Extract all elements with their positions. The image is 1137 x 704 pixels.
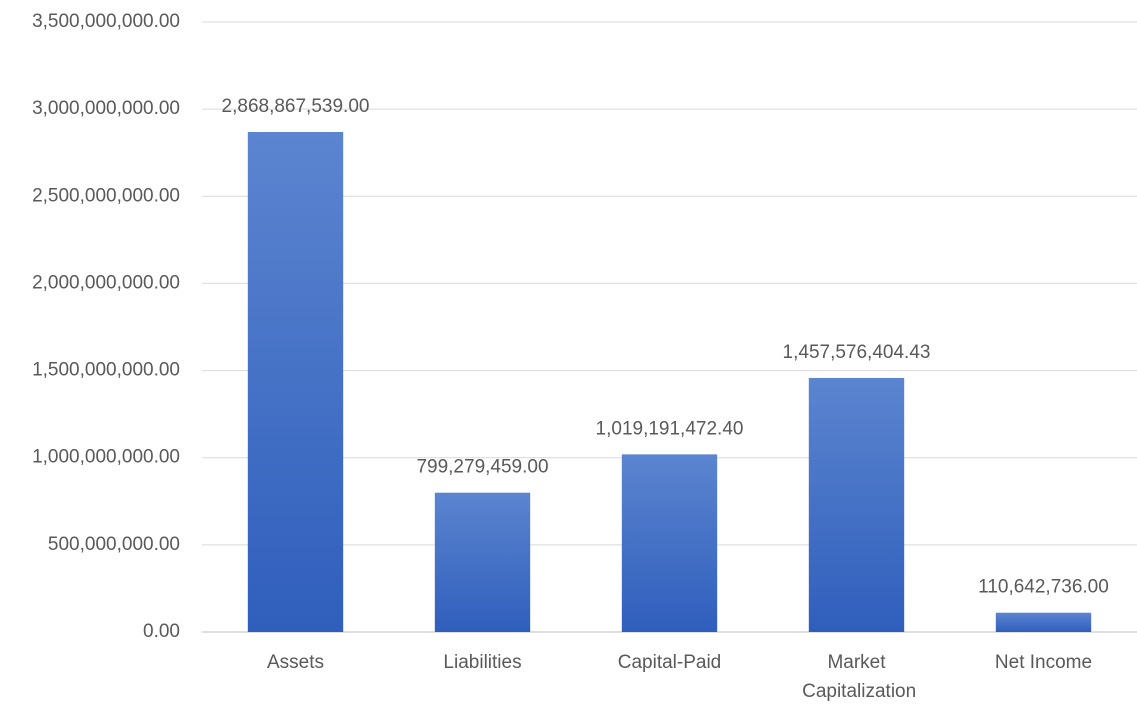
y-tick-label: 3,500,000,000.00 [32, 11, 180, 32]
x-tick-label: Net Income [995, 652, 1092, 673]
bar [808, 377, 905, 632]
bar [247, 131, 344, 632]
bar [621, 454, 718, 632]
data-label: 1,019,191,472.40 [596, 418, 744, 439]
y-tick-label: 1,000,000,000.00 [32, 447, 180, 468]
data-label: 1,457,576,404.43 [783, 342, 931, 363]
x-tick-label: Assets [267, 652, 324, 673]
bar [995, 612, 1092, 632]
y-tick-label: 3,000,000,000.00 [32, 98, 180, 119]
data-label: 110,642,736.00 [978, 577, 1109, 598]
data-label: 799,279,459.00 [416, 457, 548, 478]
y-tick-label: 0.00 [143, 621, 180, 642]
x-tick-label: Capital-Paid [618, 652, 722, 673]
x-tick-label: Liabilities [443, 652, 521, 673]
y-tick-label: 2,000,000,000.00 [32, 272, 180, 293]
x-tick-label: Market Capitalization [797, 652, 916, 702]
y-tick-label: 2,500,000,000.00 [32, 185, 180, 206]
y-tick-label: 1,500,000,000.00 [32, 360, 180, 381]
y-tick-label: 500,000,000.00 [48, 534, 180, 555]
bar [434, 492, 531, 632]
data-label: 2,868,867,539.00 [222, 96, 370, 117]
